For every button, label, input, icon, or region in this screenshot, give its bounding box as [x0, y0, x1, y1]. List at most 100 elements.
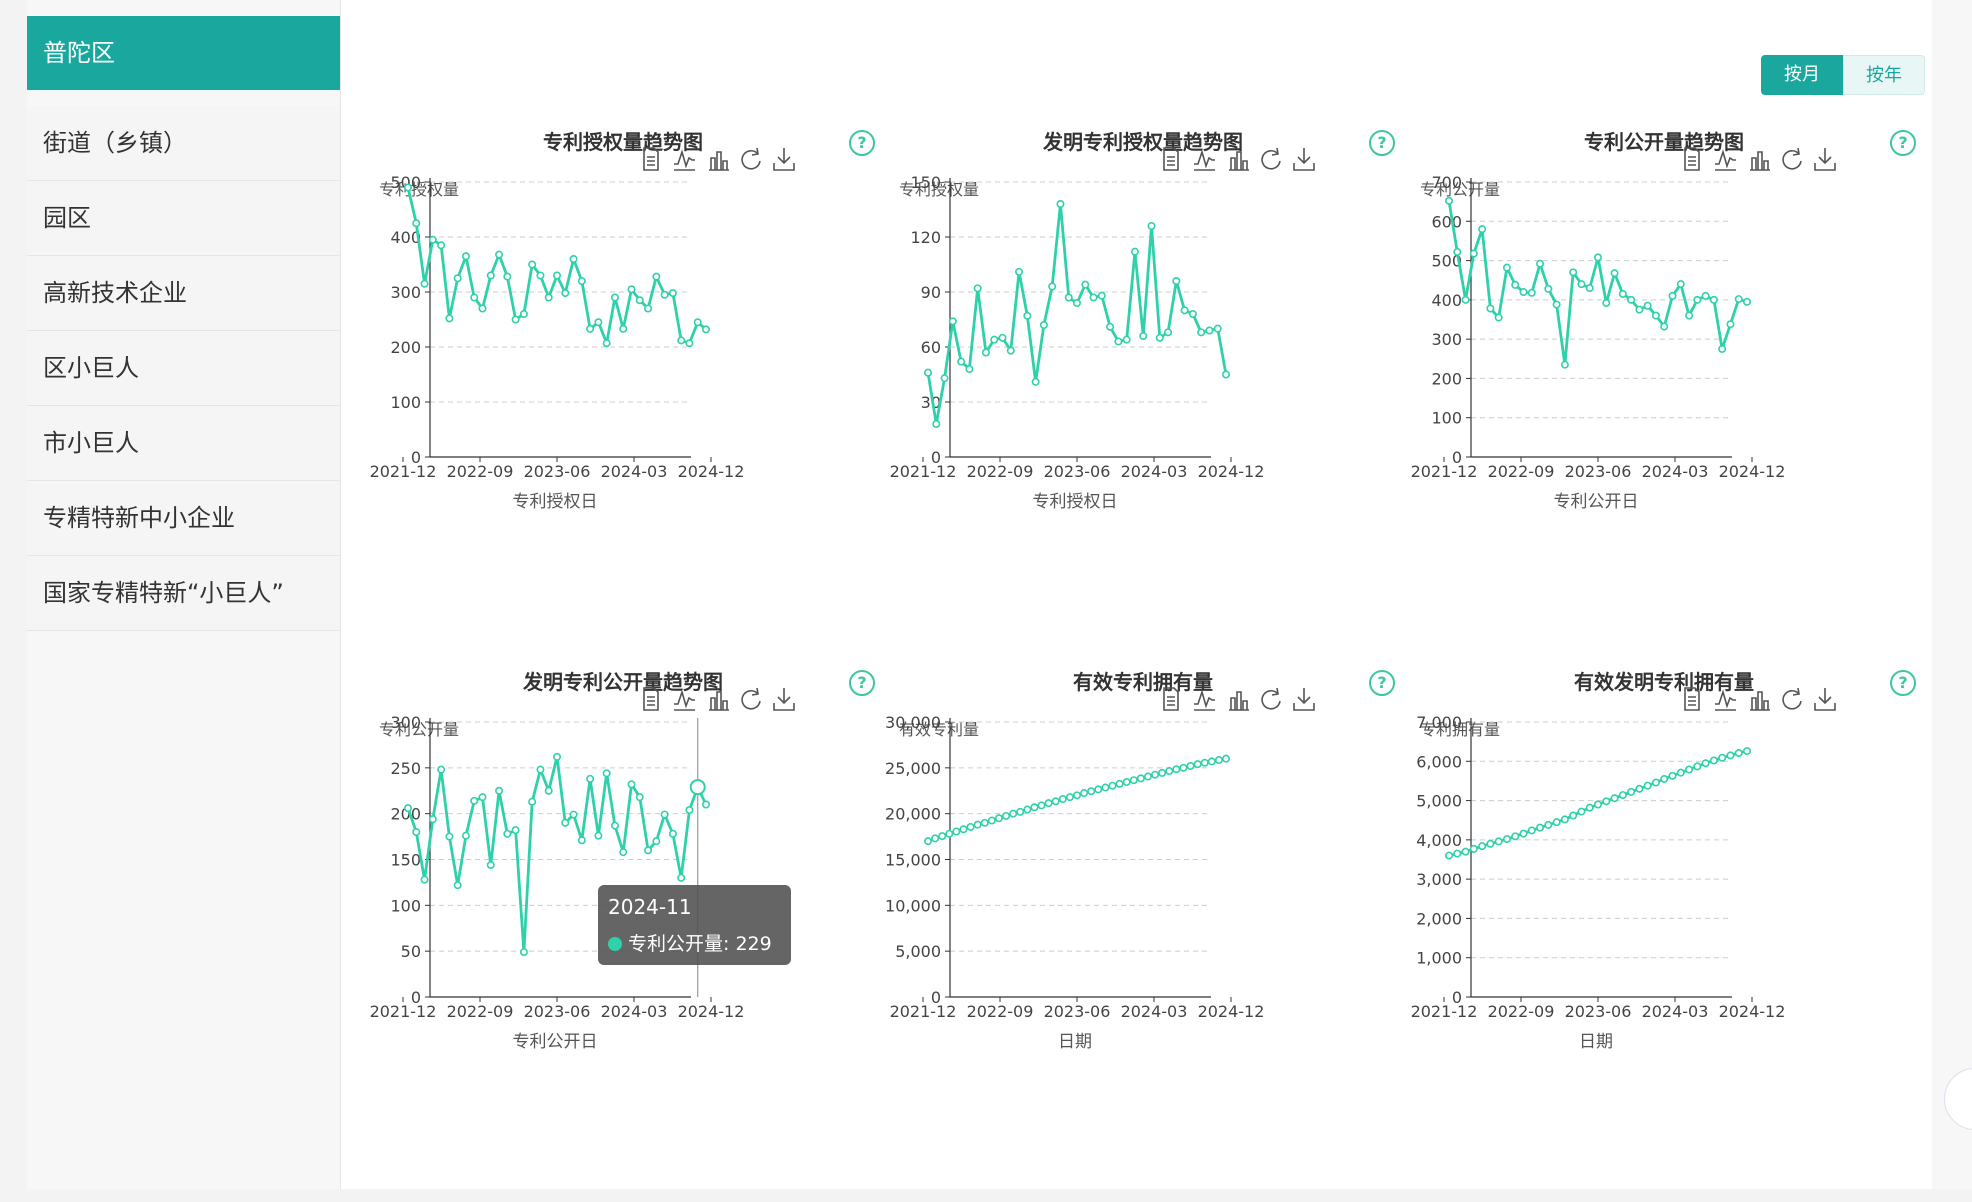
data-point[interactable] [594, 318, 603, 327]
data-point[interactable] [412, 219, 421, 228]
data-point[interactable] [635, 296, 644, 305]
restore-icon[interactable] [741, 147, 761, 170]
data-point[interactable] [1569, 268, 1578, 277]
data-point[interactable] [966, 822, 975, 831]
data-point[interactable] [1709, 295, 1718, 304]
data-point[interactable] [1139, 332, 1148, 341]
data-point[interactable] [644, 304, 653, 313]
data-point[interactable] [511, 315, 520, 324]
data-point[interactable] [1065, 793, 1074, 802]
data-point[interactable] [677, 336, 686, 345]
data-point[interactable] [536, 765, 545, 774]
data-point[interactable] [1635, 784, 1644, 793]
data-point[interactable] [1660, 774, 1669, 783]
data-point[interactable] [1701, 759, 1710, 768]
restore-icon[interactable] [1782, 687, 1802, 710]
data-point[interactable] [495, 786, 504, 795]
data-point[interactable] [1478, 842, 1487, 851]
data-point[interactable] [478, 793, 487, 802]
data-point[interactable] [660, 290, 669, 299]
data-point[interactable] [1560, 815, 1569, 824]
restore-icon[interactable] [1782, 147, 1802, 170]
data-point[interactable] [952, 827, 961, 836]
data-point[interactable] [973, 820, 982, 829]
download-icon[interactable] [1814, 148, 1836, 171]
data-point[interactable] [1544, 820, 1553, 829]
data-point[interactable] [693, 318, 702, 327]
data-point[interactable] [948, 317, 957, 326]
bar-chart-icon[interactable] [709, 151, 729, 171]
data-point[interactable] [1627, 787, 1636, 796]
data-point[interactable] [1536, 823, 1545, 832]
data-point[interactable] [1536, 259, 1545, 268]
data-point[interactable] [470, 796, 479, 805]
data-point[interactable] [1200, 758, 1209, 767]
data-point[interactable] [1039, 321, 1048, 330]
data-point[interactable] [586, 774, 595, 783]
data-point[interactable] [685, 806, 694, 815]
data-view-icon[interactable] [1684, 147, 1700, 171]
data-point[interactable] [701, 800, 710, 809]
sidebar-item-street[interactable]: 街道（乡镇） [27, 106, 340, 181]
data-point[interactable] [1130, 247, 1139, 256]
data-point[interactable] [1718, 344, 1727, 353]
data-point[interactable] [1569, 811, 1578, 820]
data-point[interactable] [1108, 781, 1117, 790]
data-point[interactable] [1172, 765, 1181, 774]
data-point[interactable] [1205, 326, 1214, 335]
data-point[interactable] [1214, 756, 1223, 765]
data-point[interactable] [1726, 751, 1735, 760]
data-point[interactable] [610, 293, 619, 302]
data-view-icon[interactable] [643, 147, 659, 171]
data-point[interactable] [412, 828, 421, 837]
data-point[interactable] [561, 818, 570, 827]
data-point[interactable] [1064, 293, 1073, 302]
data-point[interactable] [461, 252, 470, 261]
data-point[interactable] [1618, 791, 1627, 800]
data-point[interactable] [569, 255, 578, 264]
data-point[interactable] [1651, 778, 1660, 787]
data-point[interactable] [923, 837, 932, 846]
data-point[interactable] [536, 271, 545, 280]
data-point[interactable] [1635, 305, 1644, 314]
data-point[interactable] [1726, 320, 1735, 329]
data-point[interactable] [938, 832, 947, 841]
data-point[interactable] [940, 374, 949, 383]
data-point[interactable] [1544, 284, 1553, 293]
data-point[interactable] [1193, 760, 1202, 769]
data-point[interactable] [1685, 311, 1694, 320]
data-point[interactable] [965, 365, 974, 374]
data-point[interactable] [1461, 295, 1470, 304]
data-point[interactable] [1718, 753, 1727, 762]
data-point[interactable] [1188, 310, 1197, 319]
data-point[interactable] [1114, 337, 1123, 346]
data-point[interactable] [420, 875, 429, 884]
data-point[interactable] [1709, 756, 1718, 765]
data-point[interactable] [1006, 346, 1015, 355]
data-point[interactable] [1660, 322, 1669, 331]
bar-chart-icon[interactable] [1750, 151, 1770, 171]
data-point[interactable] [1094, 785, 1103, 794]
data-point[interactable] [1080, 789, 1089, 798]
data-point[interactable] [1734, 749, 1743, 758]
data-point[interactable] [1478, 225, 1487, 234]
data-point[interactable] [437, 241, 446, 250]
data-point[interactable] [1056, 200, 1065, 209]
data-point[interactable] [1469, 844, 1478, 853]
data-point[interactable] [627, 780, 636, 789]
data-point[interactable] [1444, 196, 1453, 205]
data-point[interactable] [453, 274, 462, 283]
data-point[interactable] [1602, 299, 1611, 308]
data-point[interactable] [1742, 747, 1751, 756]
data-point[interactable] [1453, 247, 1462, 256]
data-point[interactable] [973, 284, 982, 293]
data-point[interactable] [403, 804, 412, 813]
data-point[interactable] [428, 815, 437, 824]
data-point[interactable] [1519, 288, 1528, 297]
data-point[interactable] [652, 837, 661, 846]
data-point[interactable] [453, 881, 462, 890]
data-point[interactable] [1058, 795, 1067, 804]
data-point[interactable] [610, 821, 619, 830]
sidebar-item-district-giant[interactable]: 区小巨人 [27, 331, 340, 406]
data-point[interactable] [1502, 263, 1511, 272]
